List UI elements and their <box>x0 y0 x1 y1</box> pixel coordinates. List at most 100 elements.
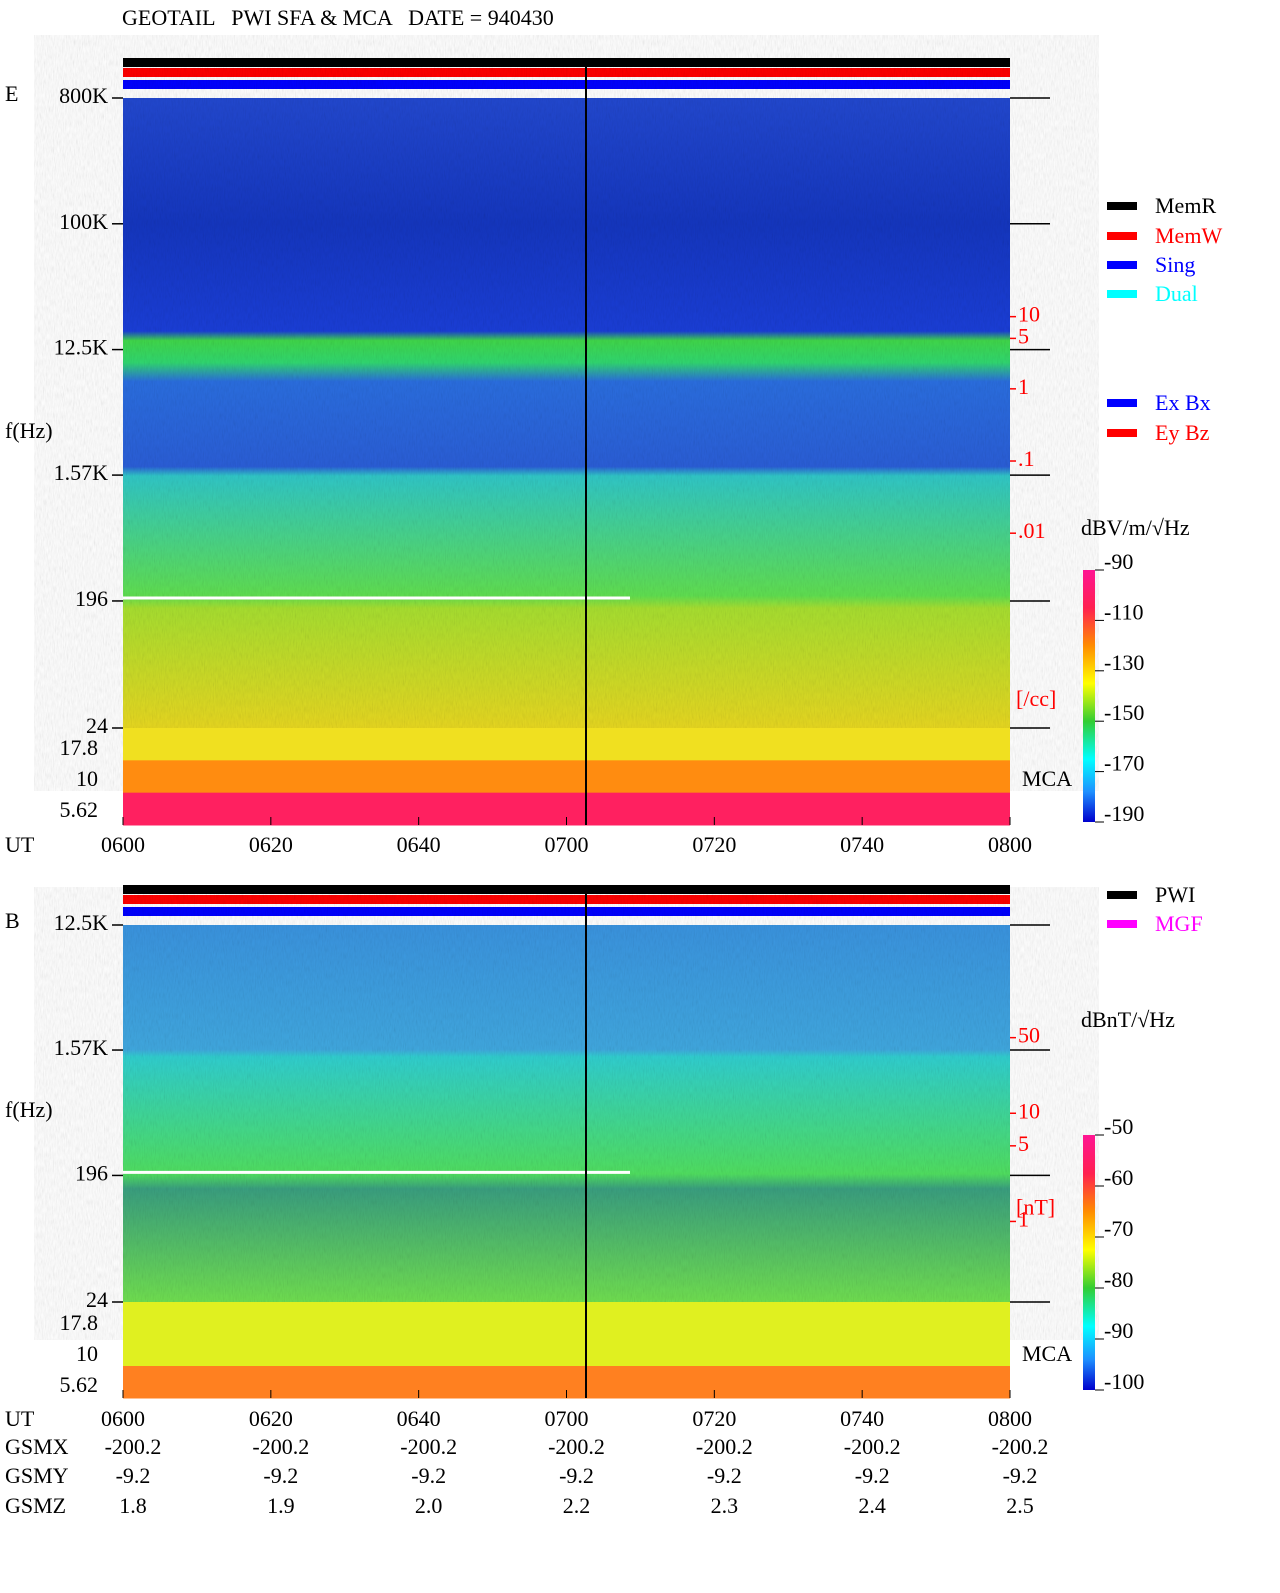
x-tick-label: 0740 <box>840 832 884 857</box>
y-tick-label: 196 <box>75 1160 108 1185</box>
y-tick-label: 24 <box>86 713 108 738</box>
legend-label: PWI <box>1155 882 1195 907</box>
x-axis-label: UT <box>5 832 35 857</box>
y-tick-label: 1.57K <box>54 460 109 485</box>
x-tick-label: 0640 <box>397 832 441 857</box>
y2-tick-label: .1 <box>1018 446 1035 471</box>
y2-tick-label: 1 <box>1018 374 1029 399</box>
legend-label: Dual <box>1155 281 1198 306</box>
y2-tick-label: 5 <box>1018 1131 1029 1156</box>
orbit-value: 2.0 <box>415 1493 443 1518</box>
y-tick-label: 24 <box>86 1287 108 1312</box>
y2-tick-label: 5 <box>1018 323 1029 348</box>
y2-tick-label: 50 <box>1018 1023 1040 1048</box>
x-tick-label: 0800 <box>988 832 1032 857</box>
x-tick-label: 0600 <box>101 832 145 857</box>
orbit-value: 1.9 <box>267 1493 295 1518</box>
status-bar <box>123 907 1010 916</box>
panel-label: E <box>5 81 18 106</box>
colorbar-label: dBnT/√Hz <box>1081 1007 1175 1032</box>
y2-tick-label: 1 <box>1018 1206 1029 1231</box>
orbit-value: 2.2 <box>563 1493 591 1518</box>
orbit-value: -9.2 <box>411 1463 446 1488</box>
orbit-value: 2.5 <box>1006 1493 1034 1518</box>
y2-unit: [/cc] <box>1016 686 1056 711</box>
spectrogram-texture <box>123 98 1010 728</box>
colorbar-label: dBV/m/√Hz <box>1081 515 1190 540</box>
y2-tick-label: .01 <box>1018 518 1046 543</box>
orbit-label: GSMZ <box>5 1493 66 1518</box>
colorbar-tick-label: -100 <box>1104 1369 1144 1394</box>
colorbar-tick-label: -70 <box>1104 1216 1133 1241</box>
mca-tick-label: 10 <box>76 1341 98 1366</box>
mca-tick-label: 5.62 <box>60 1372 99 1397</box>
y-tick-label: 12.5K <box>54 910 109 935</box>
orbit-value: -9.2 <box>559 1463 594 1488</box>
orbit-value: -200.2 <box>252 1434 309 1459</box>
orbit-value: -200.2 <box>992 1434 1049 1459</box>
mca-label: MCA <box>1022 1341 1072 1366</box>
y2-unit: [nT] <box>1016 1194 1055 1219</box>
colorbar <box>1083 570 1095 822</box>
status-bar <box>123 80 1010 89</box>
colorbar-tick-label: -130 <box>1104 650 1144 675</box>
y-tick-label: 100K <box>59 209 108 234</box>
orbit-label: GSMY <box>5 1463 69 1488</box>
colorbar <box>1083 1135 1095 1390</box>
orbit-value: -200.2 <box>844 1434 901 1459</box>
y2-tick-label: 10 <box>1018 1098 1040 1123</box>
orbit-value: -9.2 <box>1003 1463 1038 1488</box>
orbit-value: -200.2 <box>548 1434 605 1459</box>
panel-label: B <box>5 908 20 933</box>
y-axis-label: f(Hz) <box>5 1097 53 1122</box>
x-tick-label: 0620 <box>249 832 293 857</box>
x-tick-label: 0700 <box>545 832 589 857</box>
mca-band <box>123 728 1010 761</box>
mca-tick-label: 5.62 <box>60 797 99 822</box>
y-tick-label: 1.57K <box>54 1035 109 1060</box>
legend-swatch <box>1107 202 1137 210</box>
colorbar-tick-label: -190 <box>1104 801 1144 826</box>
mca-tick-label: 17.8 <box>60 1310 99 1335</box>
colorbar-tick-label: -80 <box>1104 1267 1133 1292</box>
legend-swatch <box>1107 399 1137 407</box>
colorbar-tick-label: -60 <box>1104 1165 1133 1190</box>
x-tick-label: 0600 <box>101 1406 145 1431</box>
orbit-value: 2.4 <box>858 1493 886 1518</box>
x-axis-label: UT <box>5 1406 35 1431</box>
orbit-label: GSMX <box>5 1434 69 1459</box>
orbit-value: -200.2 <box>696 1434 753 1459</box>
colorbar-tick-label: -150 <box>1104 700 1144 725</box>
mca-label: MCA <box>1022 766 1072 791</box>
mca-band <box>123 1334 1010 1367</box>
legend-swatch <box>1107 920 1137 928</box>
mca-band <box>123 1302 1010 1335</box>
status-bar <box>123 58 1010 67</box>
legend-swatch <box>1107 891 1137 899</box>
y-axis-label: f(Hz) <box>5 418 53 443</box>
legend-label: Ey Bz <box>1155 420 1210 445</box>
orbit-value: 2.3 <box>711 1493 739 1518</box>
legend-label: MemR <box>1155 193 1216 218</box>
status-bar <box>123 68 1010 77</box>
orbit-value: -9.2 <box>707 1463 742 1488</box>
colorbar-tick-label: -90 <box>1104 1318 1133 1343</box>
legend-swatch <box>1107 290 1137 298</box>
y-tick-label: 196 <box>75 586 108 611</box>
orbit-value: -9.2 <box>116 1463 151 1488</box>
x-tick-label: 0620 <box>249 1406 293 1431</box>
legend-swatch <box>1107 232 1137 240</box>
mca-band <box>123 760 1010 794</box>
x-tick-label: 0640 <box>397 1406 441 1431</box>
orbit-value: -9.2 <box>855 1463 890 1488</box>
x-tick-label: 0740 <box>840 1406 884 1431</box>
legend-label: Ex Bx <box>1155 390 1211 415</box>
colorbar-tick-label: -90 <box>1104 549 1133 574</box>
y-tick-label: 800K <box>59 83 108 108</box>
legend-label: MGF <box>1155 911 1203 936</box>
status-bar <box>123 895 1010 904</box>
colorbar-tick-label: -50 <box>1104 1114 1133 1139</box>
y2-tick-label: 10 <box>1018 302 1040 327</box>
orbit-value: -200.2 <box>400 1434 457 1459</box>
